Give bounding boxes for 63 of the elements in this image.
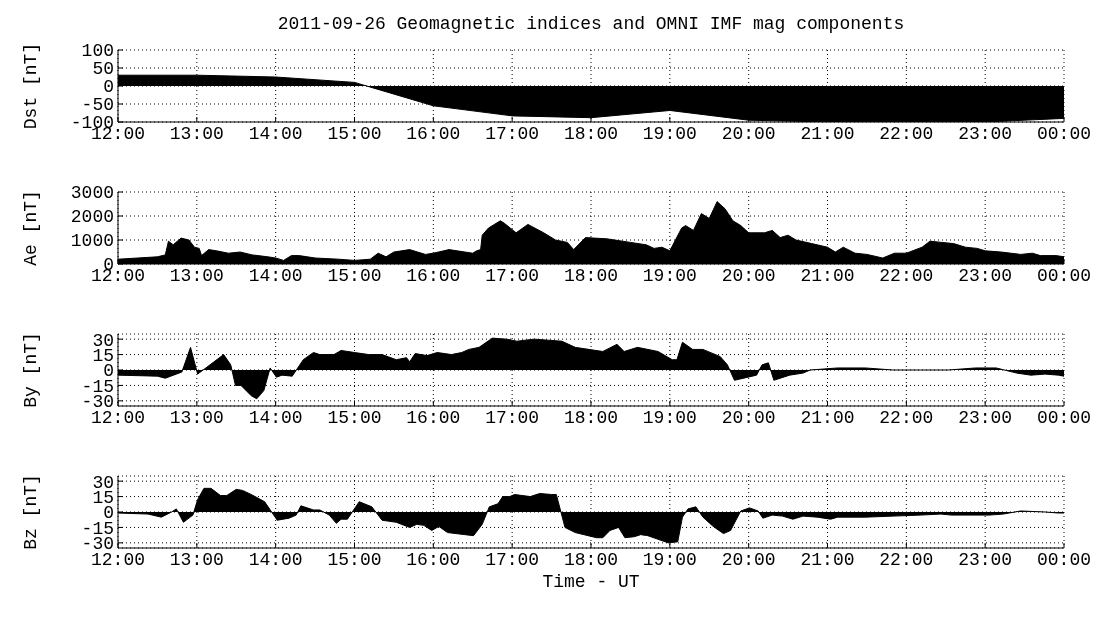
x-tick-label: 14:00 [248, 407, 303, 428]
x-tick-label: 18:00 [563, 123, 619, 144]
x-tick-label: 23:00 [958, 123, 1013, 144]
x-tick-label: 15:00 [327, 123, 382, 144]
y-tick-label: 50 [92, 59, 114, 80]
x-tick-label: 00:00 [1036, 265, 1092, 286]
x-tick-label: 17:00 [485, 407, 540, 428]
x-tick-label: 20:00 [721, 407, 776, 428]
y-tick-label: 1000 [70, 231, 114, 252]
x-tick-label: 14:00 [248, 265, 303, 286]
x-tick-label: 22:00 [879, 123, 934, 144]
x-tick-label: 20:00 [721, 549, 776, 570]
y-axis-title: Ae [nT] [21, 190, 42, 266]
x-tick-label: 19:00 [642, 407, 697, 428]
x-tick-label: 00:00 [1036, 123, 1092, 144]
x-tick-label: 13:00 [169, 265, 224, 286]
x-tick-label: 12:00 [90, 407, 146, 428]
x-tick-label: 18:00 [563, 549, 619, 570]
x-tick-label: 21:00 [800, 549, 855, 570]
x-tick-label: 20:00 [721, 265, 776, 286]
x-tick-label: 15:00 [327, 265, 382, 286]
x-tick-label: 13:00 [169, 123, 224, 144]
x-tick-label: 20:00 [721, 123, 776, 144]
x-tick-label: 23:00 [958, 265, 1013, 286]
y-tick-label: 3000 [70, 183, 114, 204]
x-tick-label: 16:00 [406, 123, 461, 144]
x-tick-label: 21:00 [800, 407, 855, 428]
x-axis-title: Time - UT [541, 572, 641, 592]
x-tick-label: 16:00 [406, 265, 461, 286]
x-tick-label: 22:00 [879, 407, 934, 428]
x-tick-label: 15:00 [327, 549, 382, 570]
x-tick-label: 17:00 [485, 123, 540, 144]
x-tick-label: 14:00 [248, 123, 303, 144]
x-tick-label: 16:00 [406, 407, 461, 428]
y-axis-title: Bz [nT] [21, 474, 42, 550]
x-tick-label: 18:00 [563, 407, 619, 428]
y-tick-label: 2000 [70, 207, 114, 228]
x-tick-label: 19:00 [642, 123, 697, 144]
x-tick-label: 21:00 [800, 123, 855, 144]
x-tick-label: 13:00 [169, 407, 224, 428]
y-tick-label: 0 [103, 77, 114, 98]
x-tick-label: 23:00 [958, 549, 1013, 570]
y-tick-label: -50 [81, 95, 114, 116]
x-tick-label: 21:00 [800, 265, 855, 286]
x-tick-label: 18:00 [563, 265, 619, 286]
x-tick-label: 12:00 [90, 549, 146, 570]
x-tick-label: 00:00 [1036, 549, 1092, 570]
x-tick-label: 19:00 [642, 549, 697, 570]
x-tick-label: 22:00 [879, 549, 934, 570]
x-tick-label: 13:00 [169, 549, 224, 570]
y-tick-label: 100 [81, 41, 114, 62]
y-axis-title: Dst [nT] [21, 42, 42, 130]
chart-title: 2011-09-26 Geomagnetic indices and OMNI IMF mag components [276, 14, 906, 34]
x-tick-label: 15:00 [327, 407, 382, 428]
x-tick-label: 14:00 [248, 549, 303, 570]
x-tick-label: 00:00 [1036, 407, 1092, 428]
x-tick-label: 23:00 [958, 407, 1013, 428]
x-tick-label: 17:00 [485, 265, 540, 286]
x-tick-label: 22:00 [879, 265, 934, 286]
x-tick-label: 16:00 [406, 549, 461, 570]
x-tick-label: 17:00 [485, 549, 540, 570]
y-axis-title: By [nT] [21, 332, 42, 408]
x-tick-label: 19:00 [642, 265, 697, 286]
